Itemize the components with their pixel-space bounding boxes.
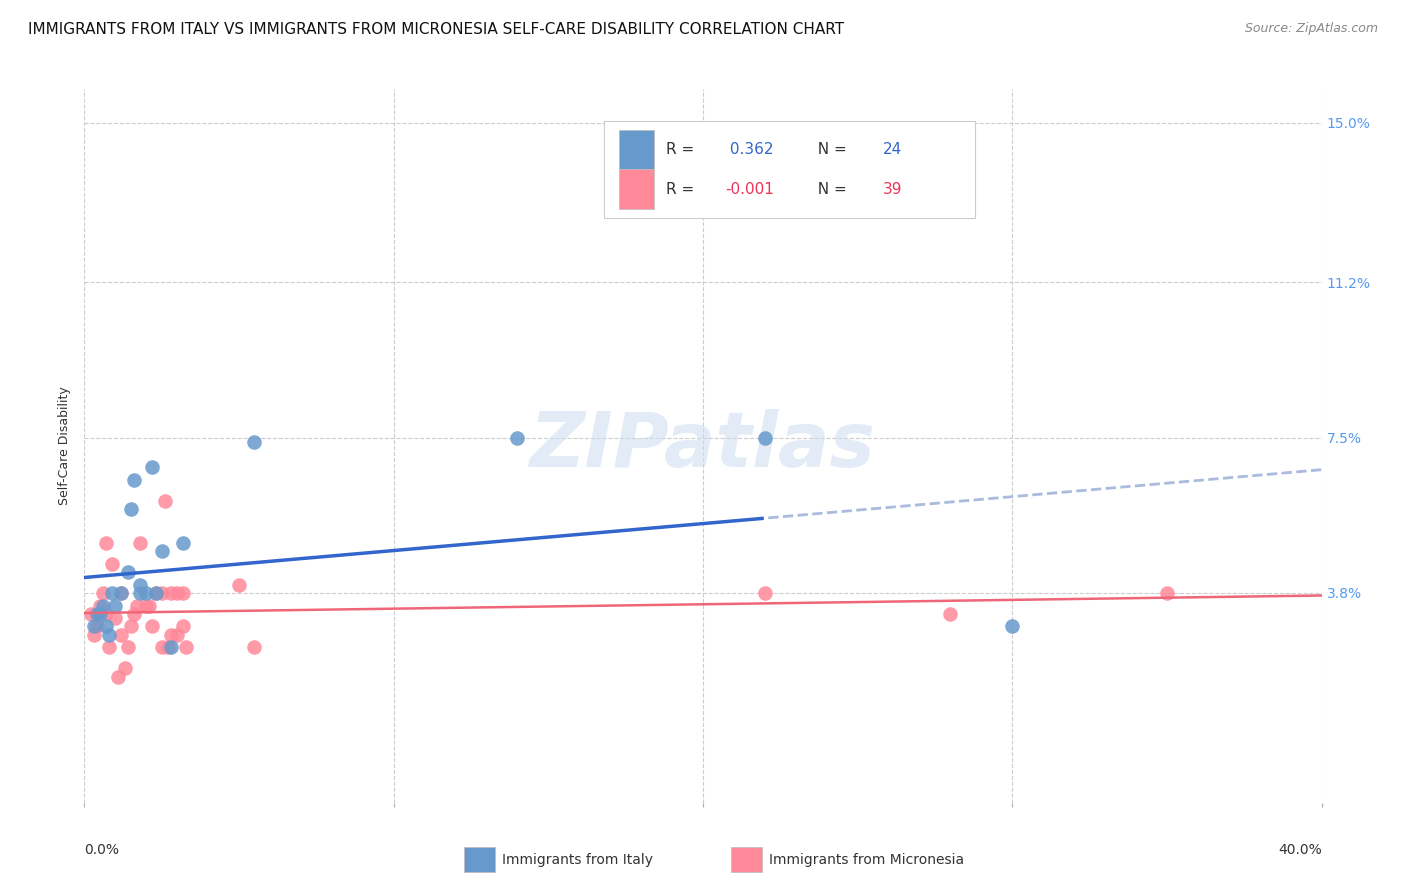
Point: [94, 607, 117, 621]
Point: [145, 586, 167, 600]
Point: [135, 586, 157, 600]
Point: [117, 640, 139, 655]
Text: -0.001: -0.001: [725, 182, 775, 196]
Y-axis label: Self-Care Disability: Self-Care Disability: [58, 386, 72, 506]
Point: [104, 599, 127, 613]
FancyBboxPatch shape: [605, 121, 976, 218]
Point: [172, 535, 194, 549]
Point: [939, 607, 962, 621]
Point: [94, 535, 117, 549]
Point: [150, 544, 173, 558]
Point: [101, 586, 124, 600]
Point: [86, 607, 108, 621]
Point: [145, 586, 167, 600]
Point: [1156, 586, 1178, 600]
Text: 0.0%: 0.0%: [84, 843, 120, 857]
Point: [98, 628, 121, 642]
Point: [120, 502, 142, 516]
Point: [150, 586, 173, 600]
Text: 24: 24: [883, 143, 901, 157]
Point: [141, 619, 163, 633]
Point: [83, 619, 105, 633]
Point: [141, 460, 163, 475]
Point: [506, 431, 529, 445]
Point: [1001, 619, 1024, 633]
Text: Immigrants from Micronesia: Immigrants from Micronesia: [769, 853, 965, 867]
Point: [110, 586, 132, 600]
Text: IMMIGRANTS FROM ITALY VS IMMIGRANTS FROM MICRONESIA SELF-CARE DISABILITY CORRELA: IMMIGRANTS FROM ITALY VS IMMIGRANTS FROM…: [28, 22, 844, 37]
Point: [129, 586, 152, 600]
Point: [83, 628, 105, 642]
Text: 39: 39: [883, 182, 901, 196]
Point: [160, 628, 183, 642]
Point: [150, 640, 173, 655]
Text: Source: ZipAtlas.com: Source: ZipAtlas.com: [1244, 22, 1378, 36]
Point: [86, 619, 108, 633]
Point: [172, 586, 194, 600]
Point: [101, 557, 124, 571]
Point: [122, 473, 145, 487]
Point: [166, 628, 188, 642]
Point: [107, 670, 129, 684]
Text: 40.0%: 40.0%: [1278, 843, 1322, 857]
Point: [228, 577, 250, 591]
Point: [166, 586, 188, 600]
Point: [117, 565, 139, 579]
Text: R =: R =: [666, 143, 699, 157]
Point: [125, 599, 148, 613]
Point: [172, 619, 194, 633]
Point: [243, 434, 266, 449]
Point: [120, 619, 142, 633]
Point: [91, 586, 114, 600]
Point: [122, 607, 145, 621]
Point: [160, 586, 183, 600]
Point: [138, 599, 160, 613]
Text: N =: N =: [808, 143, 852, 157]
FancyBboxPatch shape: [619, 169, 654, 209]
Point: [156, 640, 179, 655]
Point: [129, 577, 152, 591]
Point: [754, 586, 776, 600]
Point: [89, 599, 111, 613]
Text: ZIPatlas: ZIPatlas: [530, 409, 876, 483]
Point: [176, 640, 198, 655]
Point: [91, 599, 114, 613]
Text: N =: N =: [808, 182, 852, 196]
Point: [89, 607, 111, 621]
Text: R =: R =: [666, 182, 699, 196]
Point: [110, 586, 132, 600]
Text: 0.362: 0.362: [725, 143, 773, 157]
Point: [129, 535, 152, 549]
Point: [754, 431, 776, 445]
Point: [110, 628, 132, 642]
Point: [94, 619, 117, 633]
Text: Immigrants from Italy: Immigrants from Italy: [502, 853, 652, 867]
Point: [98, 640, 121, 655]
Point: [243, 640, 266, 655]
FancyBboxPatch shape: [619, 130, 654, 169]
Point: [79, 607, 101, 621]
Point: [114, 661, 136, 675]
Point: [160, 640, 183, 655]
Point: [135, 599, 157, 613]
Point: [153, 493, 176, 508]
Point: [104, 611, 127, 625]
